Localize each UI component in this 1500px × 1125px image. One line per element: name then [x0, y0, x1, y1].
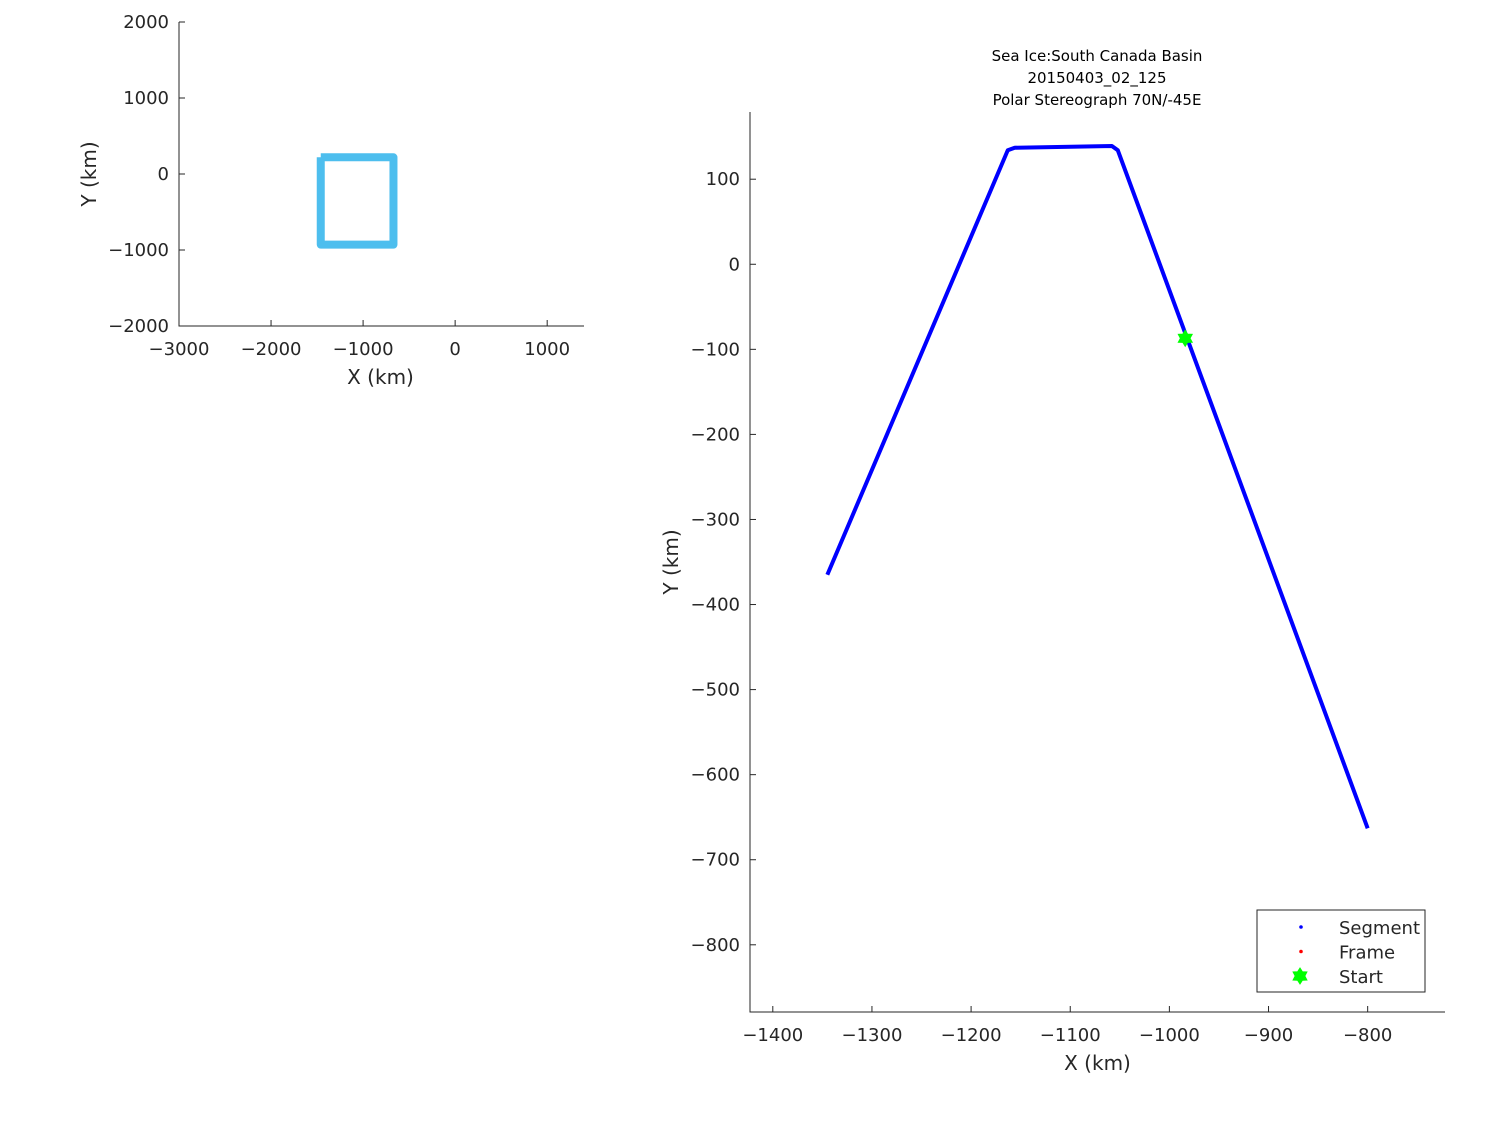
- overview-axes: −3000 −2000 −1000 0 1000−2000−1000010002000X…: [77, 12, 584, 389]
- y-tick-label: −300: [691, 509, 740, 530]
- region-outline: [316, 153, 398, 249]
- x-tick-label: −1300: [842, 1025, 903, 1046]
- legend-segment-label: Segment: [1339, 918, 1420, 939]
- y-tick-label: −700: [691, 850, 740, 871]
- x-axis-label: X (km): [1064, 1051, 1131, 1075]
- y-tick-label: −800: [691, 935, 740, 956]
- x-tick-label: −900: [1244, 1025, 1293, 1046]
- y-tick-label: −400: [691, 595, 740, 616]
- legend: Segment Frame Start: [1256, 909, 1426, 993]
- y-tick-label: 0: [729, 254, 740, 275]
- chart-title-line: 20150403_02_125: [1027, 69, 1166, 88]
- x-tick-label: −1200: [941, 1025, 1002, 1046]
- y-tick-label: 1000: [123, 88, 169, 109]
- y-tick-label: −2000: [108, 316, 169, 337]
- y-tick-label: 2000: [123, 12, 169, 33]
- y-tick-label: 100: [706, 169, 740, 190]
- y-tick-label: −500: [691, 680, 740, 701]
- x-tick-label: 0: [449, 339, 460, 360]
- y-tick-label: −200: [691, 424, 740, 445]
- x-tick-label: 1000: [524, 339, 570, 360]
- start-marker: [1177, 329, 1194, 348]
- axis-lines: [178, 22, 584, 327]
- legend-segment-marker: [1299, 925, 1303, 929]
- y-tick-label: −100: [691, 339, 740, 360]
- track-axes: −1400 −1300 −1200 −1100 −1000 −900 −800 100 0 −10…: [659, 47, 1445, 1075]
- x-tick-label: −800: [1343, 1025, 1392, 1046]
- y-axis-label: Y (km): [77, 141, 101, 207]
- x-tick-label: −1400: [742, 1025, 803, 1046]
- legend-start-label: Start: [1339, 967, 1383, 988]
- chart-title-line: Polar Stereograph 70N/-45E: [993, 91, 1202, 109]
- legend-box: [1256, 909, 1426, 993]
- y-tick-label: −600: [691, 765, 740, 786]
- legend-frame-label: Frame: [1339, 943, 1395, 964]
- legend-start-marker: [1292, 967, 1308, 985]
- y-axis-label: Y (km): [659, 529, 683, 595]
- x-tick-label: −2000: [241, 339, 302, 360]
- x-tick-label: −1100: [1040, 1025, 1101, 1046]
- x-tick-label: −1000: [333, 339, 394, 360]
- segment-track-line: [825, 144, 1370, 829]
- x-tick-label: −3000: [149, 339, 210, 360]
- y-tick-label: −1000: [108, 240, 169, 261]
- x-tick-label: −1000: [1139, 1025, 1200, 1046]
- legend-frame-marker: [1299, 949, 1303, 954]
- y-tick-label: 0: [158, 164, 169, 185]
- x-axis-label: X (km): [347, 365, 414, 389]
- chart-title-line: Sea Ice:South Canada Basin: [992, 47, 1203, 65]
- axis-lines: [749, 112, 1445, 1013]
